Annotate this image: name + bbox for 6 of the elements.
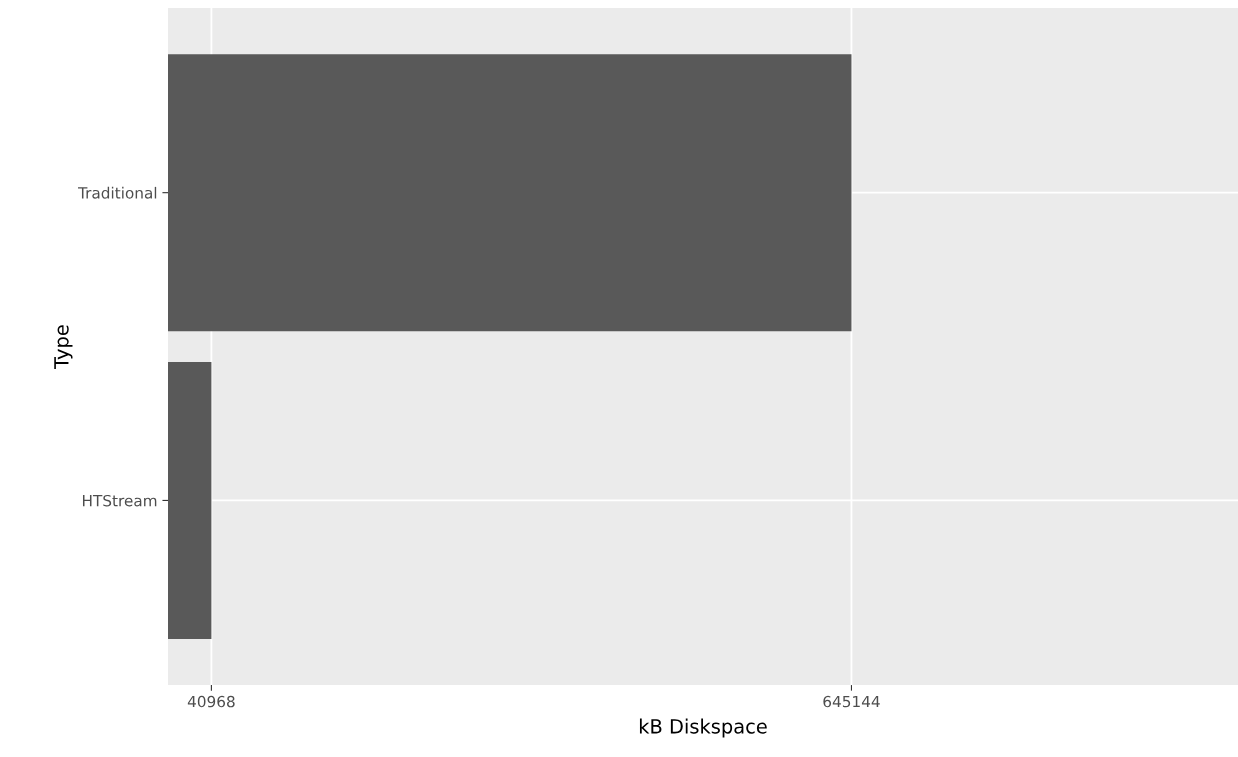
x-tick-label: 645144 (823, 695, 880, 708)
x-tick-label: 40968 (187, 695, 235, 708)
y-tick-label: Traditional (78, 186, 157, 199)
y-axis-title: Type (54, 325, 73, 369)
y-tick-label: HTStream (82, 494, 157, 507)
x-axis-title: kB Diskspace (639, 718, 767, 738)
